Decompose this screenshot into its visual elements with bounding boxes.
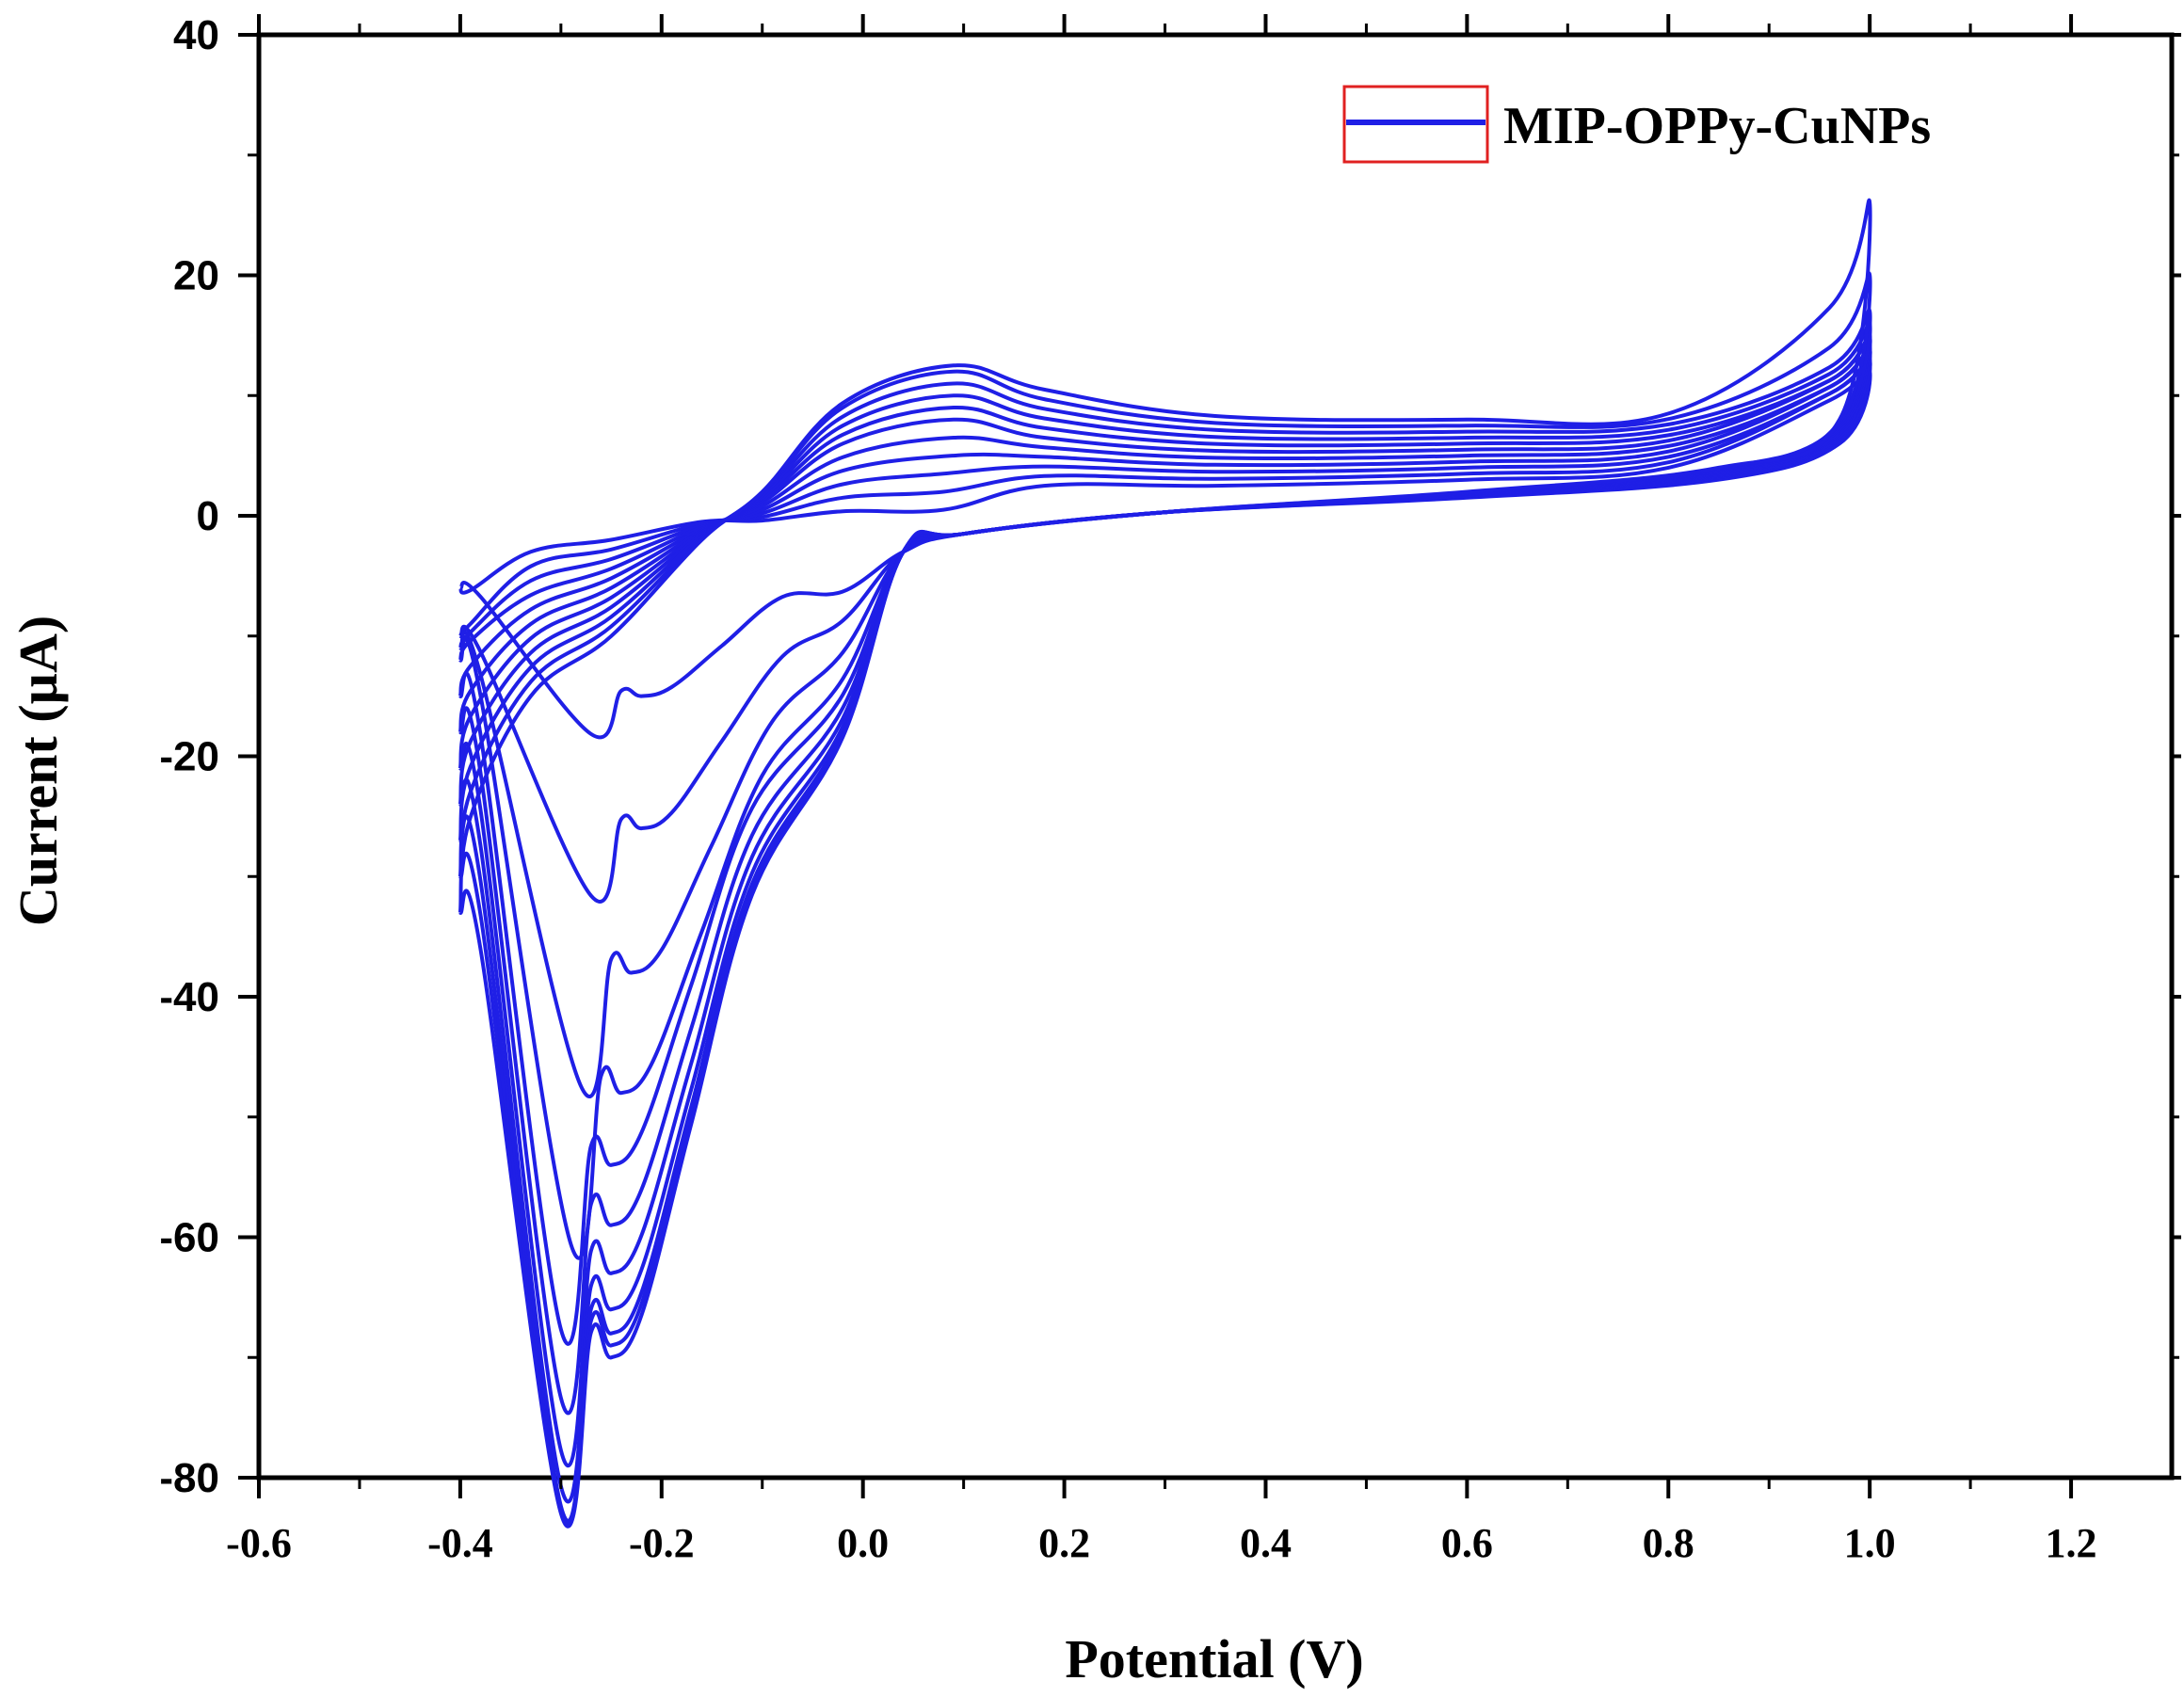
cv-cycle-6 — [458, 331, 1872, 1416]
x-tick-label: 1.0 — [1844, 1520, 1896, 1566]
x-tick-label: 0.0 — [837, 1520, 889, 1566]
plot-frame — [256, 32, 2175, 1481]
y-tick-label: -40 — [159, 974, 219, 1020]
cv-cycle-8 — [458, 320, 1872, 1504]
x-tick-label: -0.4 — [427, 1520, 493, 1566]
y-axis: -80 -60 -40 -20 0 20 40 — [159, 12, 2181, 1501]
x-tick-label: 0.2 — [1038, 1520, 1090, 1566]
legend-entry: MIP-OPPy-CuNPs — [1503, 97, 1931, 155]
cv-cycle-10 — [458, 271, 1872, 1526]
y-tick-label: -80 — [159, 1455, 219, 1501]
x-axis-label: Potential (V) — [1065, 1628, 1363, 1689]
x-tick-label: 0.8 — [1643, 1520, 1694, 1566]
x-tick-label: 0.4 — [1240, 1520, 1292, 1566]
x-axis: -0.6 -0.4 -0.2 0.0 0.2 0.4 0.6 0.8 1.0 1.2 — [226, 14, 2097, 1566]
cv-cycle-11 — [458, 198, 1872, 1529]
y-axis-label: Current (µA) — [8, 616, 69, 926]
y-tick-label: -60 — [159, 1215, 219, 1261]
x-tick-label: -0.6 — [226, 1520, 292, 1566]
x-tick-label: 0.6 — [1441, 1520, 1493, 1566]
x-tick-label: -0.2 — [629, 1520, 695, 1566]
cv-cycle-2 — [458, 356, 1872, 904]
y-tick-label: -20 — [159, 734, 219, 780]
cv-cycle-7 — [458, 331, 1872, 1468]
y-tick-label: 20 — [173, 253, 219, 299]
y-tick-label: 40 — [173, 12, 219, 58]
cv-cycle-9 — [458, 308, 1872, 1523]
cv-curves — [458, 198, 1872, 1529]
x-tick-label: 1.2 — [2046, 1520, 2097, 1566]
legend-swatch-box — [1342, 85, 1489, 164]
legend: MIP-OPPy-CuNPs — [1342, 85, 1931, 164]
y-tick-label: 0 — [197, 493, 219, 539]
